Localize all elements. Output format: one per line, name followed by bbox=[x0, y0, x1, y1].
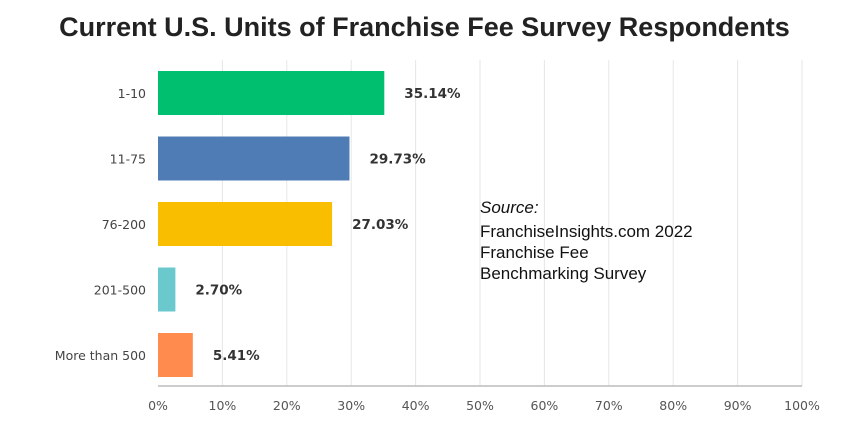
category-label: 1-10 bbox=[118, 86, 146, 101]
source-line: Benchmarking Survey bbox=[480, 264, 647, 283]
data-label: 27.03% bbox=[352, 217, 409, 233]
bar bbox=[158, 267, 176, 312]
x-tick-labels: 0% 10% 20% 30% 40% 50% 60% 70% 80% 90% 100% bbox=[148, 398, 820, 413]
x-tick-label: 60% bbox=[531, 398, 559, 413]
data-label: 29.73% bbox=[369, 152, 426, 168]
bar bbox=[158, 136, 350, 181]
data-label: 5.41% bbox=[213, 348, 260, 364]
source-line: FranchiseInsights.com 2022 bbox=[480, 222, 693, 241]
source-line: Franchise Fee bbox=[480, 243, 589, 262]
bars bbox=[158, 71, 385, 377]
x-tick-label: 10% bbox=[209, 398, 237, 413]
bar bbox=[158, 333, 193, 377]
category-label: 11-75 bbox=[110, 152, 146, 167]
x-tick-label: 100% bbox=[784, 398, 820, 413]
bar bbox=[158, 71, 385, 115]
x-tick-label: 70% bbox=[595, 398, 623, 413]
source-label: Source: bbox=[480, 198, 539, 217]
x-tick-label: 30% bbox=[337, 398, 365, 413]
data-labels: 35.14% 29.73% 27.03% 2.70% 5.41% bbox=[195, 86, 461, 364]
x-tick-label: 40% bbox=[402, 398, 430, 413]
chart-title: Current U.S. Units of Franchise Fee Surv… bbox=[59, 12, 790, 42]
category-label: 201-500 bbox=[94, 283, 146, 298]
x-tick-label: 0% bbox=[148, 398, 168, 413]
data-label: 35.14% bbox=[404, 86, 461, 102]
x-tick-label: 20% bbox=[273, 398, 301, 413]
category-labels: 1-10 11-75 76-200 201-500 More than 500 bbox=[55, 86, 146, 363]
data-label: 2.70% bbox=[195, 283, 242, 299]
x-tick-label: 80% bbox=[659, 398, 687, 413]
x-tick-label: 90% bbox=[724, 398, 752, 413]
category-label: 76-200 bbox=[102, 217, 146, 232]
x-tick-label: 50% bbox=[466, 398, 494, 413]
category-label: More than 500 bbox=[55, 348, 146, 363]
source-note: Source: FranchiseInsights.com 2022 Franc… bbox=[480, 197, 693, 284]
bar bbox=[158, 202, 333, 246]
